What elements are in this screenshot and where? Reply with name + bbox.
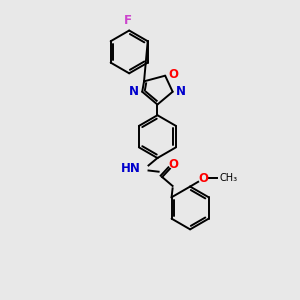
Text: O: O — [169, 68, 179, 81]
Text: N: N — [176, 85, 186, 98]
Text: HN: HN — [121, 162, 140, 175]
Text: O: O — [169, 158, 178, 171]
Text: N: N — [129, 85, 139, 98]
Text: F: F — [124, 14, 132, 27]
Text: O: O — [199, 172, 208, 185]
Text: CH₃: CH₃ — [220, 173, 238, 183]
